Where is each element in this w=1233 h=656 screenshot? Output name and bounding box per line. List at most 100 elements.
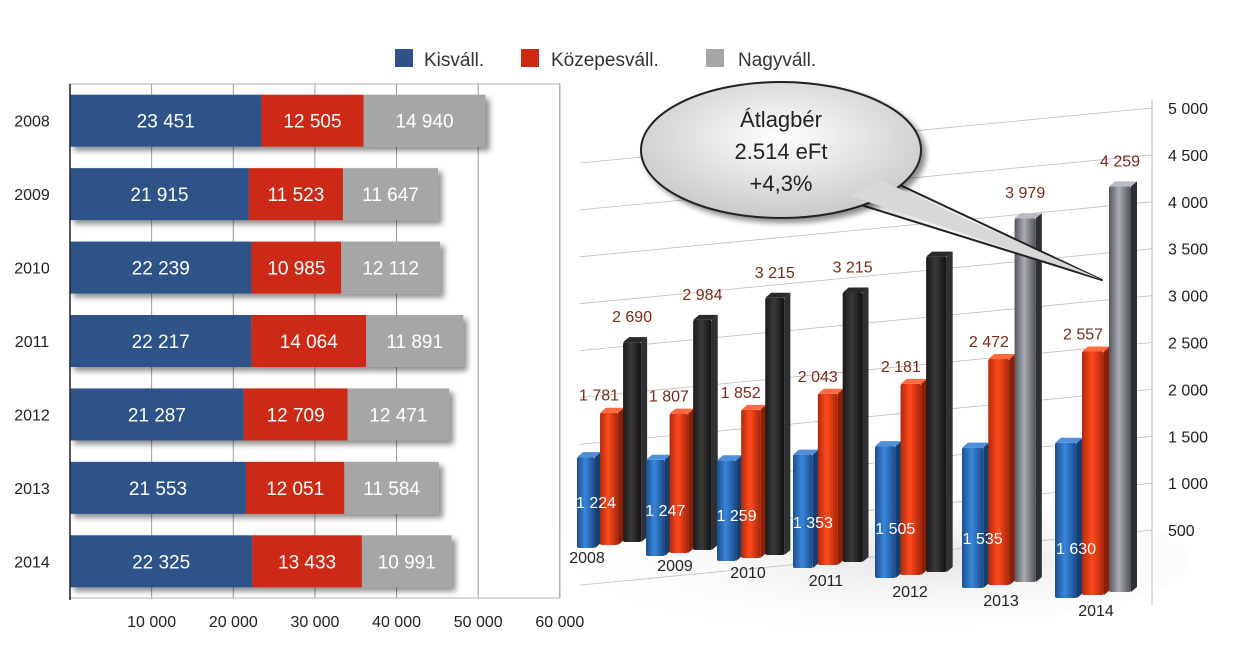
left-bar-value-label: 12 112: [362, 259, 419, 280]
left-bar-group: [70, 461, 439, 514]
column-body: [577, 457, 596, 548]
left-bar-segment: [70, 535, 253, 588]
left-bar-value-label: 11 647: [362, 185, 419, 206]
callout-line-3: +4,3%: [750, 171, 813, 196]
column-side: [895, 441, 902, 578]
right-gridline: [579, 201, 1153, 258]
right-labels: 1 224 1 781 2 690 2008 1 247 1 807 2 984 2009 1 …: [569, 153, 1140, 620]
callout-ellipse: [640, 81, 922, 219]
left-bar-value-label: 22 325: [132, 552, 190, 573]
left-bar-value-label: 22 239: [132, 259, 190, 280]
callout-line-1: Átlagbér: [740, 107, 822, 132]
column-top: [600, 407, 625, 413]
column-body: [842, 292, 863, 562]
left-bars: 23 451 12 505 14 940 21 915 11 523 11 647 22 2…: [70, 94, 486, 588]
column-side: [1131, 181, 1137, 592]
column-top: [765, 292, 791, 298]
average-salary-callout: Átlagbér 2.514 eFt +4,3%: [640, 81, 1103, 281]
column-top: [900, 378, 928, 384]
left-bar-value-label: 13 433: [278, 552, 336, 573]
right-column: [900, 378, 928, 575]
column-top: [577, 452, 602, 458]
right-column: [669, 408, 695, 553]
left-bar-segment: [251, 315, 367, 367]
right-column-value-label: 1 535: [963, 531, 1003, 548]
left-bar-value-label: 12 051: [266, 479, 324, 500]
left-bar-segment: [70, 388, 244, 441]
right-column-value-label: 3 215: [833, 260, 873, 277]
left-bar-group: [70, 94, 486, 147]
column-top: [717, 455, 743, 461]
left-bar-value-label: 11 584: [363, 479, 420, 500]
column-body: [988, 358, 1010, 585]
column-top: [1109, 181, 1137, 187]
right-column-value-label: 2 690: [612, 309, 652, 326]
column-top: [962, 442, 990, 448]
right-column: [623, 337, 648, 542]
left-category-label: 2008: [14, 114, 50, 131]
column-side: [784, 292, 791, 555]
column-body: [900, 383, 922, 575]
right-column: [875, 441, 902, 578]
left-bar-group: [70, 168, 439, 221]
column-body: [926, 256, 947, 572]
left-bar-segment: [70, 168, 249, 221]
right-column: [765, 292, 791, 555]
column-body: [793, 454, 813, 568]
left-bar-value-label: 11 891: [386, 332, 443, 353]
column-side: [641, 337, 648, 542]
right-ytick-label: 2 000: [1168, 382, 1208, 399]
column-top: [623, 337, 648, 343]
right-column: [962, 442, 990, 588]
column-side: [1077, 437, 1083, 598]
left-bar-segment: [70, 461, 246, 514]
left-xtick-label: 40 000: [372, 614, 421, 631]
right-column-value-label: 2 472: [969, 334, 1009, 351]
column-body: [717, 460, 737, 561]
legend-swatch-kisvall: [395, 49, 413, 67]
left-bar-group: [70, 315, 464, 367]
column-body: [646, 459, 665, 556]
right-column: [926, 251, 953, 573]
column-top: [646, 454, 671, 460]
right-ytick-label: 1 500: [1168, 429, 1208, 446]
left-bar-segment: [366, 315, 464, 367]
right-category-label: 2012: [892, 584, 928, 601]
column-side: [736, 455, 743, 561]
left-category-label: 2010: [14, 261, 50, 278]
right-column: [1109, 181, 1137, 592]
column-top: [875, 441, 902, 447]
column-side: [862, 287, 869, 562]
left-bar-segment: [344, 461, 439, 514]
column-top: [988, 353, 1016, 359]
left-bar-value-label: 14 940: [395, 112, 453, 133]
column-top: [793, 449, 819, 455]
column-body: [741, 409, 761, 558]
left-bar-value-label: 21 287: [128, 405, 186, 426]
left-bar-value-label: 10 985: [267, 259, 325, 280]
left-category-label: 2009: [14, 187, 50, 204]
column-side: [1104, 346, 1110, 595]
left-category-label: 2014: [14, 554, 50, 571]
left-xtick-label: 50 000: [454, 614, 503, 631]
right-column-value-label: 2 181: [881, 359, 921, 376]
right-column: [793, 449, 819, 568]
right-column: [577, 452, 602, 548]
right-ytick-label: 4 000: [1168, 195, 1208, 212]
left-category-label: 2012: [14, 407, 50, 424]
right-column: [1082, 346, 1110, 595]
column-body: [623, 342, 642, 542]
right-column-value-label: 1 505: [875, 521, 915, 538]
left-bar-segment: [261, 94, 364, 147]
left-xtick-label: 10 000: [127, 614, 176, 631]
column-top: [842, 287, 869, 293]
column-side: [983, 442, 990, 588]
right-ytick-label: 4 500: [1168, 148, 1208, 165]
column-side: [921, 378, 928, 575]
right-column: [717, 455, 743, 561]
legend-swatch-nagyvall: [706, 49, 724, 67]
right-column: [1014, 213, 1042, 583]
left-bar-value-label: 21 915: [130, 185, 188, 206]
legend-label-kisvall: Kisváll.: [424, 50, 484, 71]
